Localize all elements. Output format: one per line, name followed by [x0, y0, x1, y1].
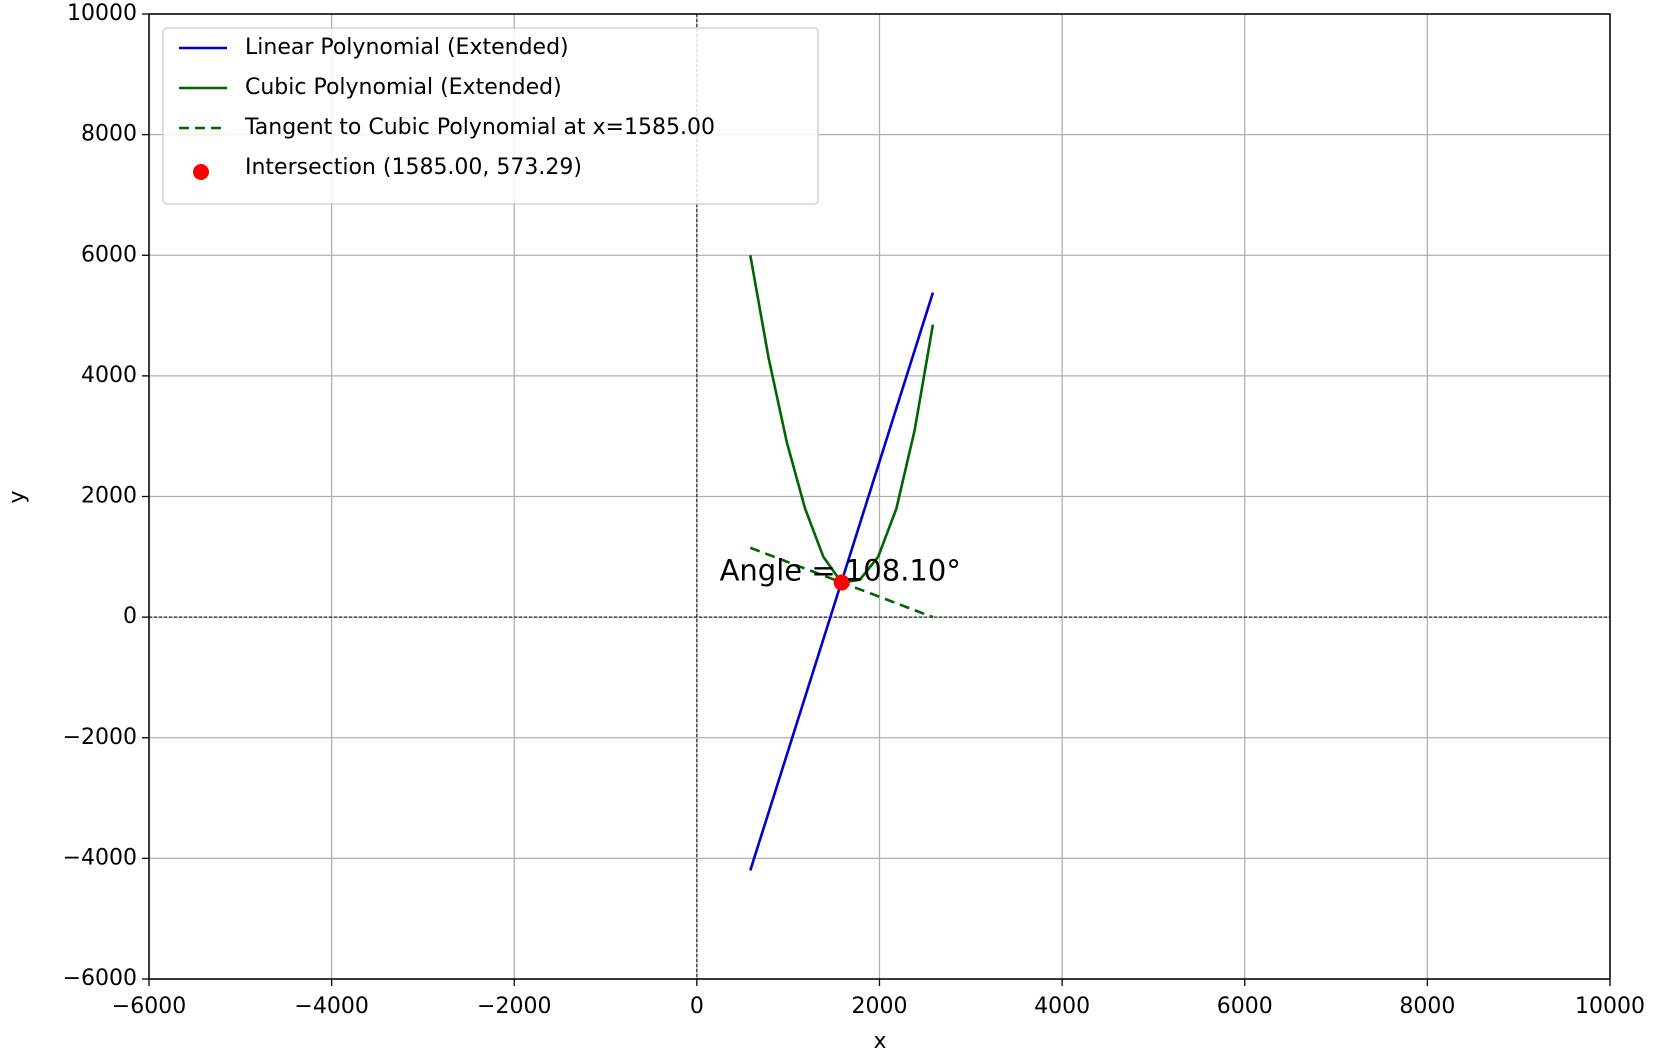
plot-frame — [148, 13, 1611, 980]
y-tick-label: 10000 — [67, 1, 137, 26]
x-tick-label: −2000 — [477, 994, 551, 1019]
y-tick-label: −2000 — [63, 725, 137, 750]
legend-label: Intersection (1585.00, 573.29) — [245, 155, 582, 180]
y-tick-label: 6000 — [81, 242, 137, 267]
scatter-point — [833, 574, 850, 591]
x-tick-label: 2000 — [852, 994, 908, 1019]
legend-label: Cubic Polynomial (Extended) — [245, 75, 562, 100]
legend-box — [162, 27, 819, 205]
x-tick-label: 10000 — [1575, 994, 1645, 1019]
legend-label: Tangent to Cubic Polynomial at x=1585.00 — [244, 115, 715, 140]
x-axis-label: x — [873, 1029, 886, 1054]
annotation: Angle = 108.10° — [720, 554, 961, 588]
y-tick-label: 0 — [123, 604, 137, 629]
x-tick-label: 8000 — [1399, 994, 1455, 1019]
y-tick-label: 2000 — [81, 484, 137, 509]
x-tick-label: 0 — [690, 994, 704, 1019]
y-tick-label: −4000 — [63, 845, 137, 870]
y-tick-label: 8000 — [81, 122, 137, 147]
x-tick-label: 4000 — [1034, 994, 1090, 1019]
legend-label: Linear Polynomial (Extended) — [245, 35, 569, 60]
x-tick-label: 6000 — [1217, 994, 1273, 1019]
y-tick-label: −6000 — [63, 966, 137, 991]
y-tick-label: 4000 — [81, 363, 137, 388]
series-line — [749, 255, 935, 584]
x-tick-label: −6000 — [112, 994, 186, 1019]
legend-marker — [193, 164, 209, 180]
x-tick-label: −4000 — [294, 994, 368, 1019]
y-axis-label: y — [5, 490, 30, 503]
